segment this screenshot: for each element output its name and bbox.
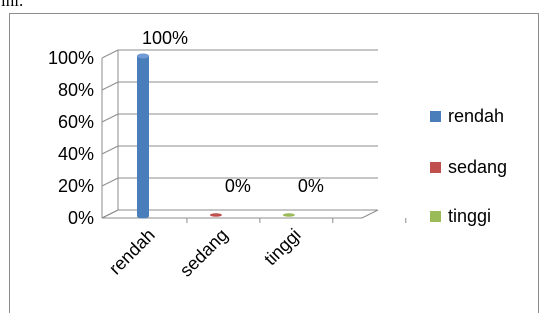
y-tick-label: 60% (58, 112, 94, 132)
x-category-label: rendah (105, 225, 159, 279)
bar-top-rendah (137, 53, 149, 59)
chart-frame (9, 13, 539, 313)
legend-swatch-sedang (430, 162, 441, 173)
y-tick-label: 0% (68, 208, 94, 228)
legend-swatch-tinggi (430, 211, 441, 222)
chart-floor (101, 209, 379, 219)
y-tick-label: 20% (58, 176, 94, 196)
x-category-label: tinggi (260, 225, 305, 270)
gridline-depth (101, 81, 119, 91)
bar-tinggi (282, 213, 295, 217)
gridline-depth (101, 177, 119, 187)
legend-label-sedang: sedang (448, 157, 507, 177)
data-label-sedang: 0% (225, 176, 251, 196)
legend-swatch-rendah (430, 111, 441, 122)
legend-label-rendah: rendah (448, 106, 504, 126)
gridline-depth (101, 49, 119, 59)
y-tick-label: 100% (48, 48, 94, 68)
data-label-rendah: 100% (142, 28, 188, 48)
data-label-tinggi: 0% (298, 176, 324, 196)
x-category-label: sedang (176, 225, 232, 281)
legend-label-tinggi: tinggi (448, 206, 491, 226)
bar-base-rendah (137, 213, 149, 219)
gridline-depth (101, 145, 119, 155)
gridline-depth (101, 113, 119, 123)
y-tick-label: 80% (58, 80, 94, 100)
y-tick-label: 40% (58, 144, 94, 164)
page-text-fragment: ini. (1, 0, 24, 10)
bar-rendah (137, 56, 149, 216)
bar-sedang (209, 213, 222, 217)
